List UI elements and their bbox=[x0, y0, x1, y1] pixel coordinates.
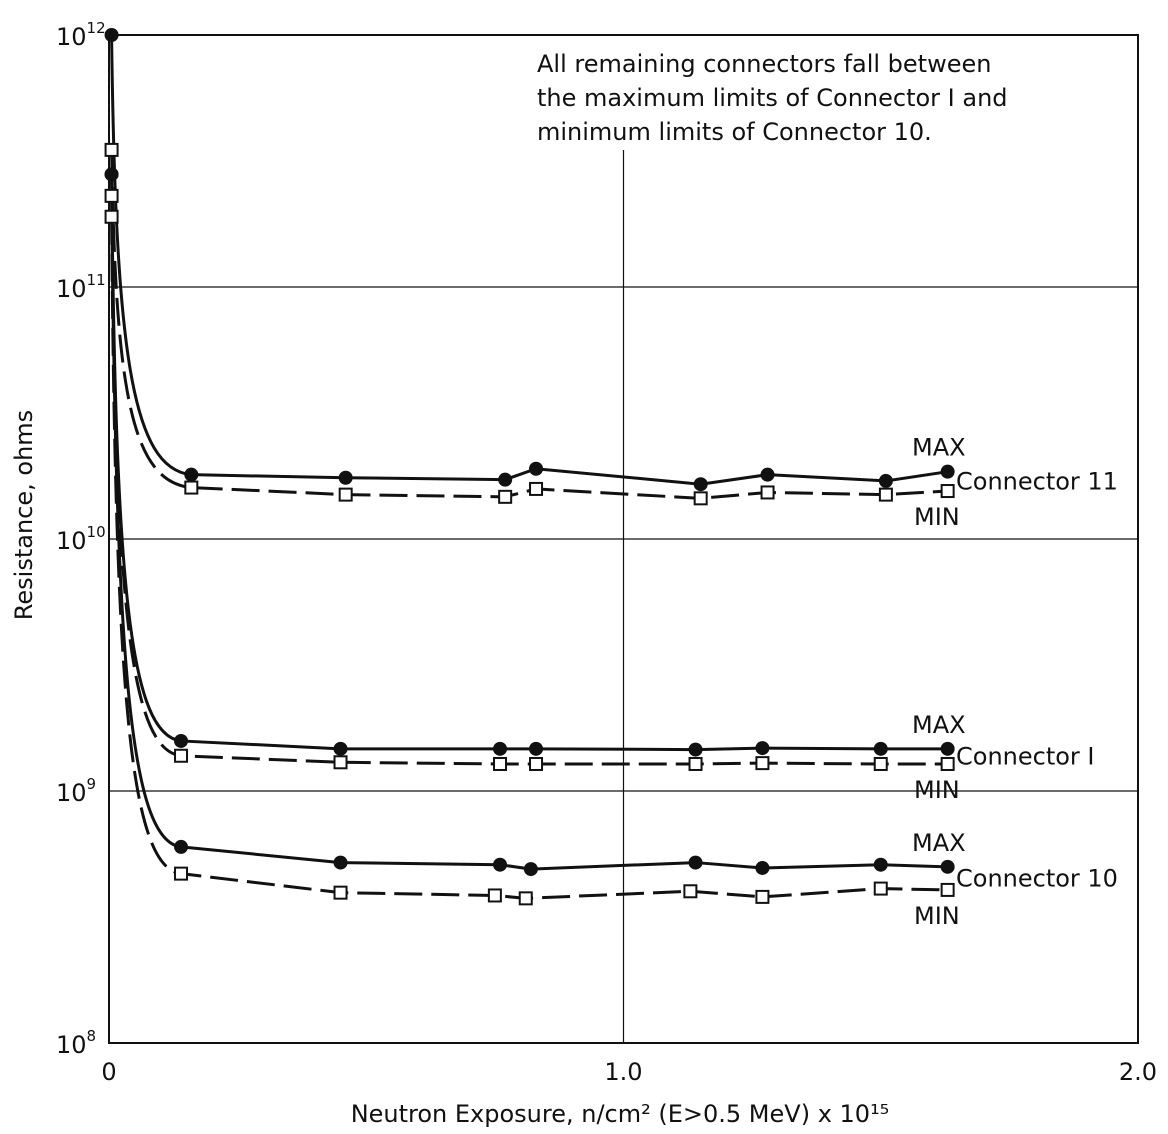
min-point bbox=[940, 484, 955, 499]
y-tick-label: 1012 bbox=[56, 19, 106, 51]
max-point bbox=[174, 733, 189, 748]
max-point bbox=[174, 839, 189, 854]
min-point bbox=[104, 209, 119, 224]
min-point bbox=[693, 491, 708, 506]
min-point bbox=[333, 755, 348, 770]
max-point bbox=[333, 741, 348, 756]
min-point bbox=[755, 756, 770, 771]
annotation-line-2: the maximum limits of Connector I and bbox=[537, 84, 1008, 112]
annotation-line-3: minimum limits of Connector 10. bbox=[537, 118, 932, 146]
min-point bbox=[529, 756, 544, 771]
min-point bbox=[518, 891, 533, 906]
max-point bbox=[688, 742, 703, 757]
max-point bbox=[940, 464, 955, 479]
min-point bbox=[104, 188, 119, 203]
annotation-line-1: All remaining connectors fall between bbox=[537, 50, 991, 78]
max-point bbox=[755, 741, 770, 756]
min-point bbox=[174, 866, 189, 881]
min-point bbox=[184, 480, 199, 495]
min-point bbox=[338, 487, 353, 502]
min-point bbox=[878, 487, 893, 502]
min-label: MIN bbox=[914, 902, 960, 930]
min-curve bbox=[110, 216, 948, 900]
max-curve bbox=[110, 174, 948, 752]
max-label: MAX bbox=[912, 829, 966, 857]
connector-label: Connector 11 bbox=[956, 467, 1118, 495]
min-label: MIN bbox=[914, 503, 960, 531]
connector-label: Connector I bbox=[956, 742, 1095, 770]
connector-label: Connector 10 bbox=[956, 864, 1118, 892]
min-point bbox=[760, 485, 775, 500]
min-point bbox=[333, 885, 348, 900]
max-point bbox=[184, 467, 199, 482]
grid-lines bbox=[109, 150, 1138, 1043]
max-point bbox=[529, 741, 544, 756]
max-point bbox=[523, 862, 538, 877]
max-point bbox=[940, 859, 955, 874]
max-point bbox=[760, 467, 775, 482]
max-point bbox=[755, 860, 770, 875]
min-point bbox=[498, 489, 513, 504]
x-tick-label: 0 bbox=[101, 1058, 116, 1086]
max-label: MAX bbox=[912, 434, 966, 462]
max-point bbox=[498, 472, 513, 487]
series-labels: MAX Connector 11 MIN MAX Connector I MIN MAX Co… bbox=[912, 434, 1118, 930]
min-point bbox=[493, 756, 508, 771]
min-point bbox=[873, 756, 888, 771]
max-label: MAX bbox=[912, 711, 966, 739]
tick-labels: 108 109 1010 1011 1012 0 1.0 2.0 bbox=[56, 19, 1157, 1086]
max-point bbox=[529, 461, 544, 476]
max-point bbox=[940, 741, 955, 756]
max-point bbox=[104, 28, 119, 42]
max-point bbox=[338, 470, 353, 485]
min-point bbox=[529, 481, 544, 496]
min-point bbox=[873, 881, 888, 896]
y-tick-label: 1011 bbox=[56, 271, 106, 303]
markers bbox=[104, 28, 955, 906]
y-tick-label: 109 bbox=[56, 775, 96, 807]
min-curve bbox=[110, 195, 948, 766]
y-tick-label: 108 bbox=[56, 1027, 96, 1059]
min-point bbox=[755, 889, 770, 904]
max-point bbox=[873, 857, 888, 872]
min-point bbox=[487, 888, 502, 903]
max-point bbox=[693, 477, 708, 492]
min-curve bbox=[110, 149, 948, 500]
min-point bbox=[688, 756, 703, 771]
max-point bbox=[493, 741, 508, 756]
max-point bbox=[878, 473, 893, 488]
min-label: MIN bbox=[914, 776, 960, 804]
min-point bbox=[683, 884, 698, 899]
max-point bbox=[688, 855, 703, 870]
min-point bbox=[940, 882, 955, 897]
min-point bbox=[104, 142, 119, 157]
max-point bbox=[493, 857, 508, 872]
y-tick-label: 1010 bbox=[56, 523, 106, 555]
max-point bbox=[873, 741, 888, 756]
x-tick-label: 2.0 bbox=[1119, 1058, 1157, 1086]
x-axis-label: Neutron Exposure, n/cm² (E>0.5 MeV) x 10… bbox=[351, 1100, 890, 1128]
min-point bbox=[940, 756, 955, 771]
max-point bbox=[104, 167, 119, 182]
min-point bbox=[174, 748, 189, 763]
x-tick-label: 1.0 bbox=[604, 1058, 642, 1086]
max-point bbox=[333, 855, 348, 870]
y-axis-label: Resistance, ohms bbox=[10, 410, 38, 620]
